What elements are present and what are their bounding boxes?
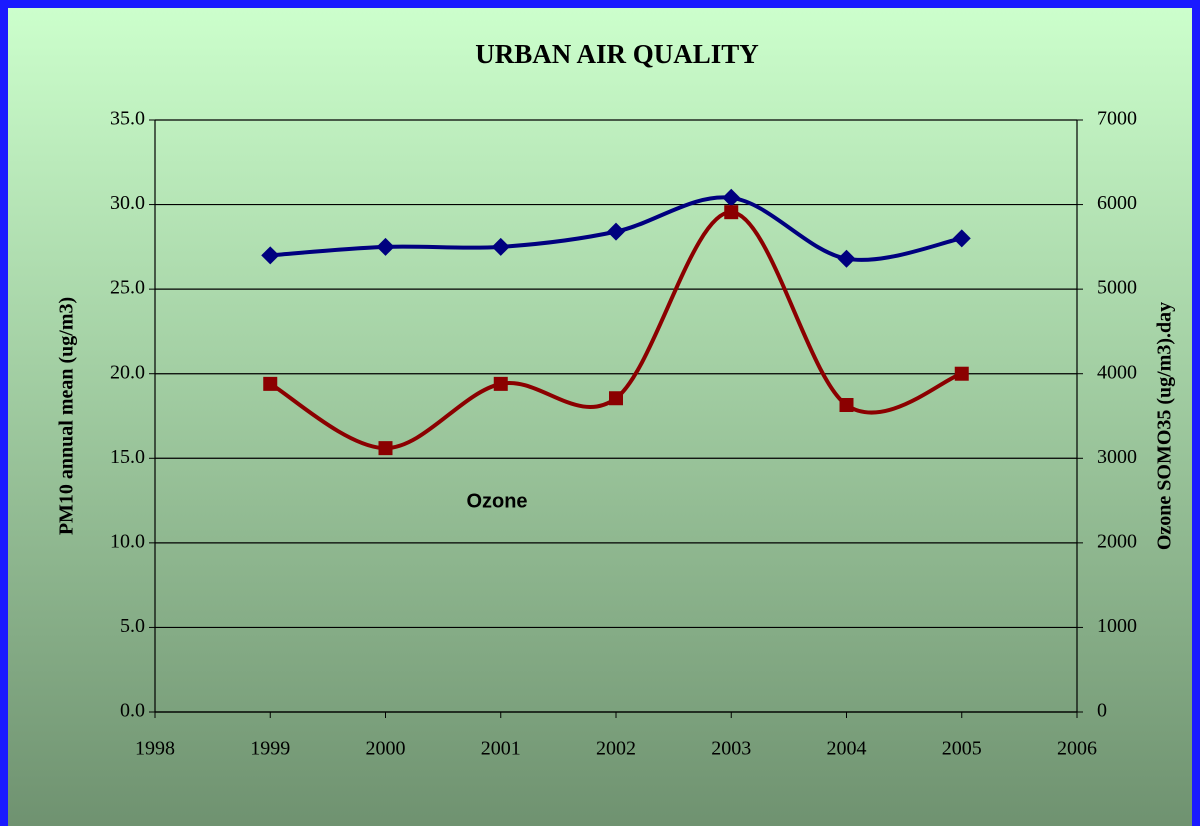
marker — [376, 237, 395, 256]
x-tick-label: 2005 — [942, 738, 982, 760]
x-tick-label: 1998 — [135, 738, 175, 760]
marker — [378, 441, 393, 456]
x-tick-label: 2001 — [481, 738, 521, 760]
y-tick-label: 10.0 — [110, 530, 145, 552]
x-tick-label: 2002 — [596, 738, 636, 760]
y2-tick-label: 1000 — [1097, 615, 1137, 637]
y-tick-label: 5.0 — [120, 615, 145, 637]
x-tick-label: 2006 — [1057, 738, 1097, 760]
y-tick-label: 20.0 — [110, 361, 145, 383]
annotation: Ozone — [466, 490, 527, 512]
y2-tick-label: 3000 — [1097, 446, 1137, 468]
x-tick-label: 2003 — [711, 738, 751, 760]
y-tick-label: 0.0 — [120, 700, 145, 722]
y2-tick-label: 7000 — [1097, 108, 1137, 130]
y2-tick-label: 5000 — [1097, 277, 1137, 299]
x-tick-label: 2004 — [827, 738, 867, 760]
marker — [954, 366, 969, 381]
y2-tick-label: 0 — [1097, 700, 1107, 722]
marker — [724, 205, 739, 220]
chart-title: URBAN AIR QUALITY — [475, 39, 759, 69]
marker — [263, 376, 278, 391]
marker — [952, 229, 971, 248]
y-tick-label: 25.0 — [110, 277, 145, 299]
marker — [261, 246, 280, 265]
marker — [491, 237, 510, 256]
marker — [493, 376, 508, 391]
marker — [839, 398, 854, 413]
background — [8, 8, 1192, 826]
y-tick-label: 15.0 — [110, 446, 145, 468]
y2-tick-label: 4000 — [1097, 361, 1137, 383]
marker — [722, 188, 741, 207]
marker — [607, 222, 625, 241]
y-tick-label: 30.0 — [110, 192, 145, 214]
marker — [837, 249, 856, 268]
y-axis-label: PM10 annual mean (ug/m3) — [56, 297, 78, 535]
x-tick-label: 1999 — [250, 738, 290, 760]
y2-axis-label: Ozone SOMO35 (ug/m3).day — [1154, 302, 1176, 550]
y-tick-label: 35.0 — [110, 108, 145, 130]
marker — [609, 391, 623, 406]
x-tick-label: 2000 — [366, 738, 406, 760]
y2-tick-label: 6000 — [1097, 192, 1137, 214]
y2-tick-label: 2000 — [1097, 530, 1137, 552]
